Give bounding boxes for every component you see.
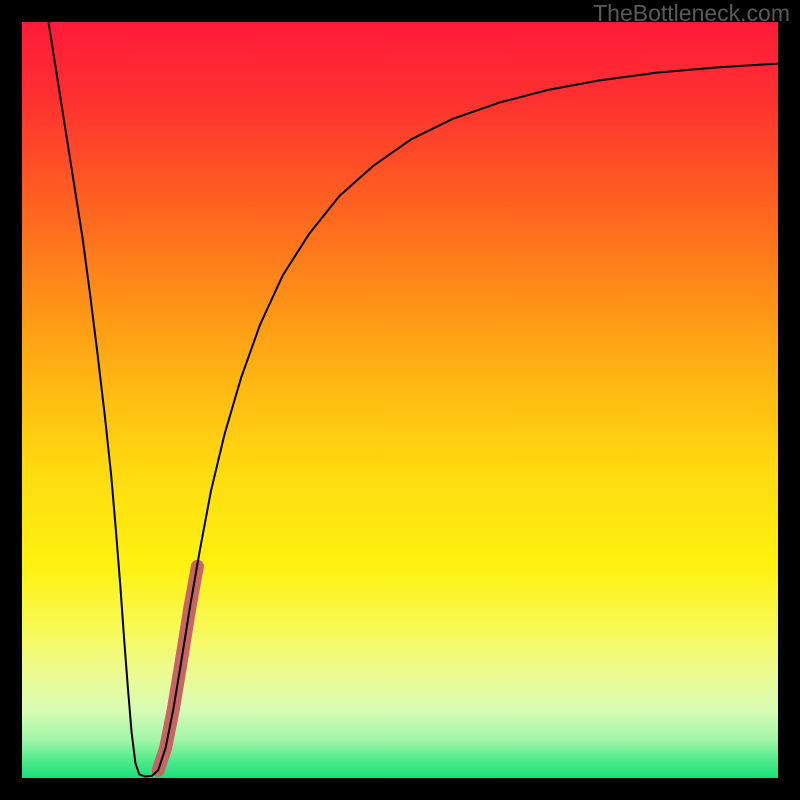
- frame-border-right: [778, 0, 800, 800]
- plot-area: [22, 22, 778, 778]
- watermark-text: TheBottleneck.com: [593, 0, 790, 27]
- frame-border-left: [0, 0, 22, 800]
- gradient-background: [22, 22, 778, 778]
- frame-border-bottom: [0, 778, 800, 800]
- chart-container: TheBottleneck.com: [0, 0, 800, 800]
